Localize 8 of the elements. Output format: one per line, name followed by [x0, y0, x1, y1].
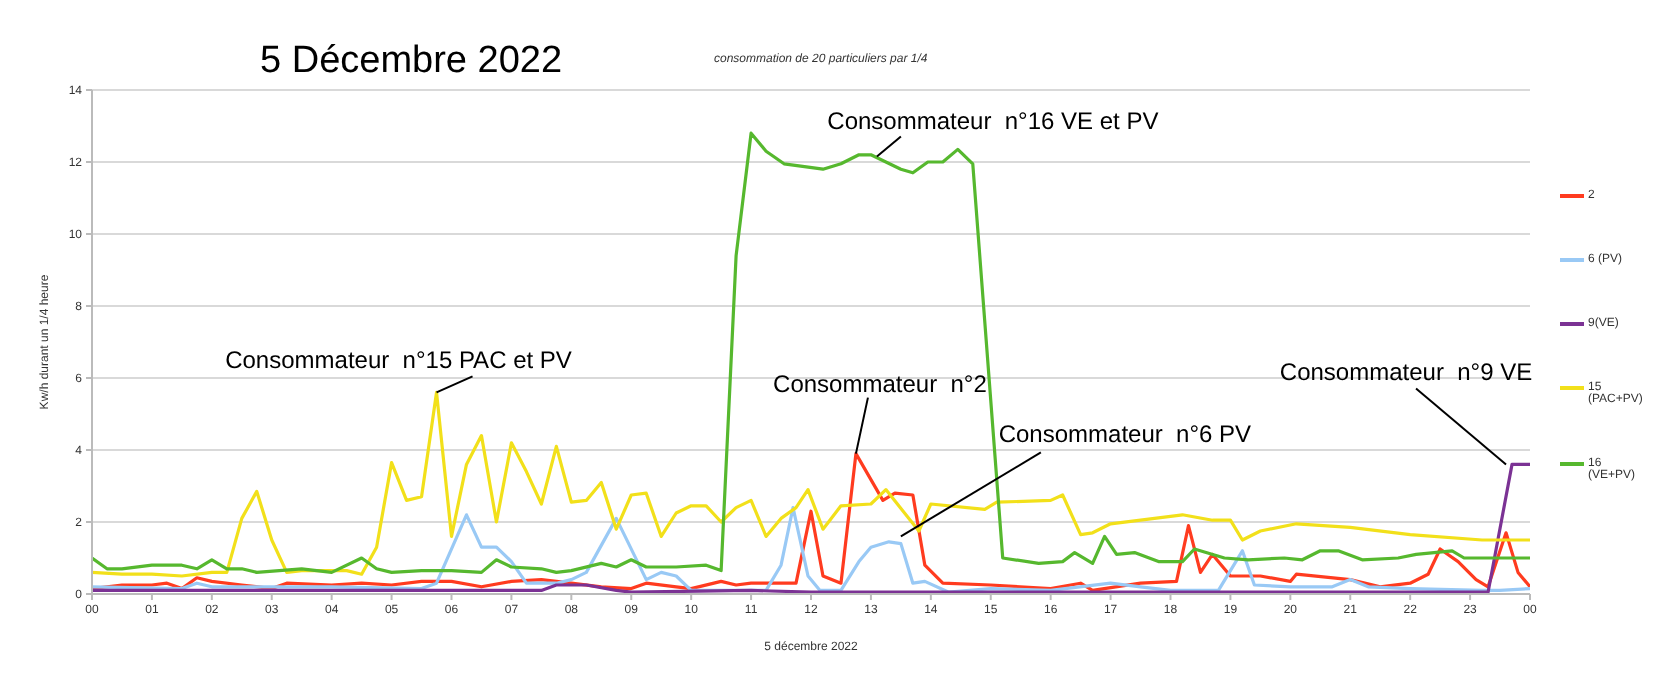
- annotation: Consommateur n°6 PV: [998, 420, 1252, 449]
- annotation: Consommateur n°16 VE et PV: [827, 106, 1159, 135]
- annotation: Consommateur n°2: [773, 369, 988, 398]
- line-series: [92, 131, 1530, 574]
- annotation: Consommateur n°9 VE: [1279, 358, 1533, 387]
- annotation: Consommateur n°15 PAC et PV: [225, 346, 572, 375]
- line-series: [92, 390, 1530, 578]
- chart-title: 5 Décembre 2022: [260, 40, 563, 84]
